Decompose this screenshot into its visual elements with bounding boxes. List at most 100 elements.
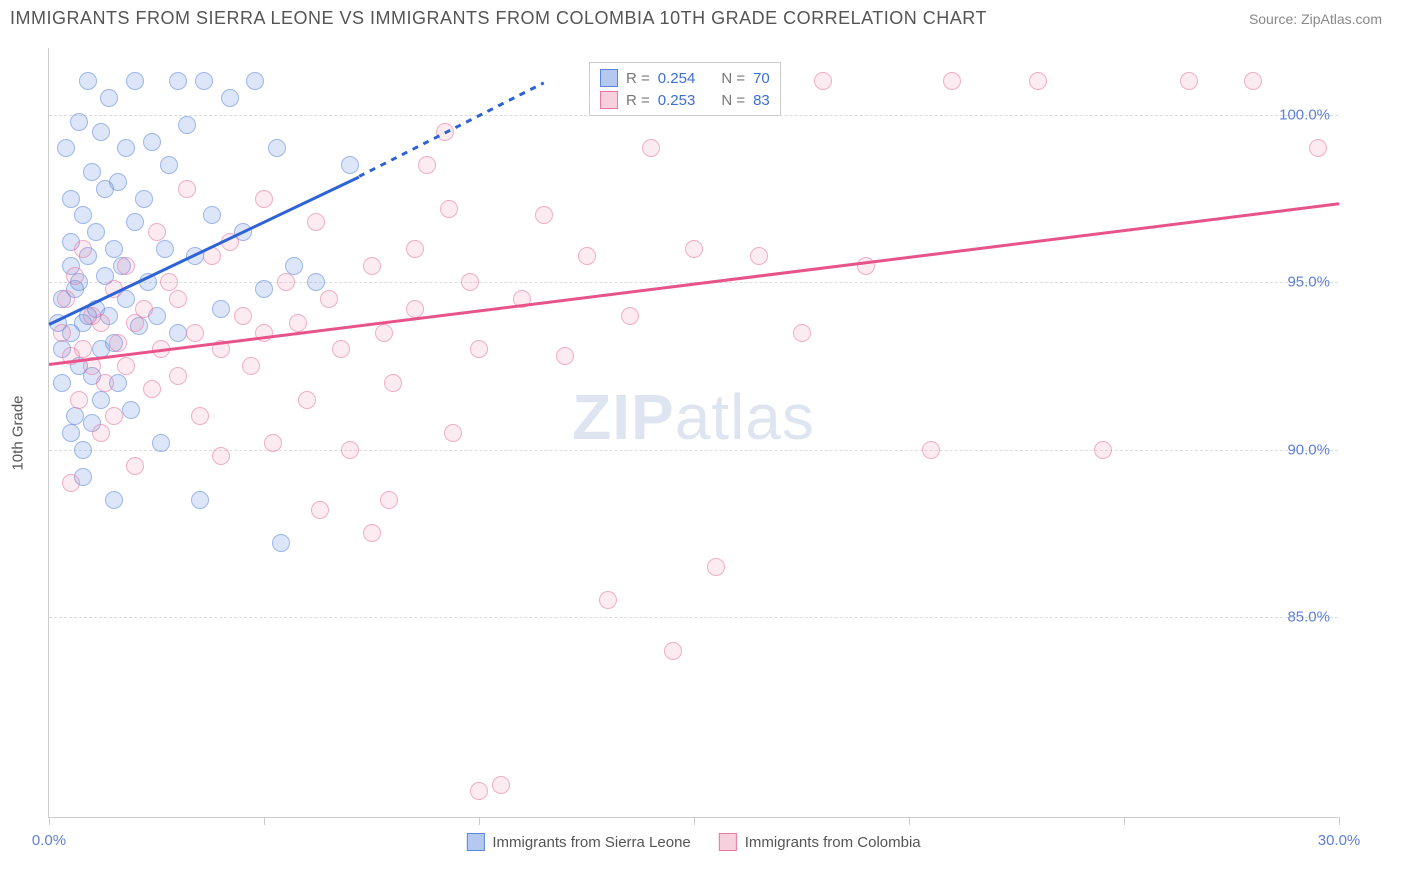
watermark: ZIPatlas bbox=[572, 380, 815, 454]
data-point bbox=[599, 591, 617, 609]
data-point bbox=[135, 300, 153, 318]
data-point bbox=[126, 72, 144, 90]
source-label: Source: ZipAtlas.com bbox=[1249, 11, 1382, 27]
data-point bbox=[135, 190, 153, 208]
data-point bbox=[535, 206, 553, 224]
data-point bbox=[1244, 72, 1262, 90]
data-point bbox=[556, 347, 574, 365]
data-point bbox=[87, 223, 105, 241]
data-point bbox=[92, 314, 110, 332]
legend-series-item: Immigrants from Sierra Leone bbox=[466, 833, 690, 851]
data-point bbox=[62, 424, 80, 442]
data-point bbox=[212, 300, 230, 318]
data-point bbox=[100, 89, 118, 107]
data-point bbox=[117, 357, 135, 375]
data-point bbox=[143, 380, 161, 398]
data-point bbox=[341, 441, 359, 459]
data-point bbox=[74, 441, 92, 459]
data-point bbox=[1094, 441, 1112, 459]
data-point bbox=[311, 501, 329, 519]
watermark-bold: ZIP bbox=[572, 381, 675, 453]
data-point bbox=[750, 247, 768, 265]
data-point bbox=[289, 314, 307, 332]
data-point bbox=[62, 190, 80, 208]
xtick bbox=[1124, 817, 1125, 825]
ytick-label: 100.0% bbox=[1279, 106, 1330, 123]
data-point bbox=[444, 424, 462, 442]
data-point bbox=[117, 257, 135, 275]
data-point bbox=[178, 180, 196, 198]
data-point bbox=[380, 491, 398, 509]
legend-n-value: 70 bbox=[753, 70, 770, 87]
data-point bbox=[169, 324, 187, 342]
legend-r-value: 0.253 bbox=[658, 92, 696, 109]
data-point bbox=[221, 89, 239, 107]
legend-stats-row: R =0.254N =70 bbox=[600, 67, 770, 89]
data-point bbox=[384, 374, 402, 392]
data-point bbox=[109, 334, 127, 352]
data-point bbox=[57, 290, 75, 308]
data-point bbox=[440, 200, 458, 218]
data-point bbox=[461, 273, 479, 291]
data-point bbox=[320, 290, 338, 308]
scatter-chart: 10th Grade ZIPatlas 85.0%90.0%95.0%100.0… bbox=[48, 48, 1386, 818]
xtick-label: 30.0% bbox=[1318, 832, 1361, 849]
data-point bbox=[66, 407, 84, 425]
data-point bbox=[53, 374, 71, 392]
legend-stats-row: R = 0.253 N = 83 bbox=[600, 89, 770, 111]
legend-series-label: Immigrants from Colombia bbox=[745, 834, 921, 851]
data-point bbox=[1309, 139, 1327, 157]
data-point bbox=[169, 72, 187, 90]
legend-n-value: 83 bbox=[753, 92, 770, 109]
legend-stats: R =0.254N =70R =0.253N =83 bbox=[589, 62, 781, 116]
legend-series-label: Immigrants from Sierra Leone bbox=[492, 834, 690, 851]
legend-swatch bbox=[600, 69, 618, 87]
data-point bbox=[53, 324, 71, 342]
data-point bbox=[126, 457, 144, 475]
data-point bbox=[707, 558, 725, 576]
data-point bbox=[195, 72, 213, 90]
data-point bbox=[375, 324, 393, 342]
data-point bbox=[406, 300, 424, 318]
legend-n-label: N = bbox=[721, 70, 745, 87]
data-point bbox=[406, 240, 424, 258]
data-point bbox=[105, 491, 123, 509]
data-point bbox=[156, 240, 174, 258]
data-point bbox=[57, 139, 75, 157]
data-point bbox=[62, 474, 80, 492]
data-point bbox=[152, 434, 170, 452]
data-point bbox=[212, 447, 230, 465]
data-point bbox=[242, 357, 260, 375]
data-point bbox=[285, 257, 303, 275]
legend-series-item: Immigrants from Colombia bbox=[719, 833, 921, 851]
ytick-label: 90.0% bbox=[1287, 441, 1330, 458]
data-point bbox=[203, 206, 221, 224]
data-point bbox=[92, 424, 110, 442]
data-point bbox=[169, 367, 187, 385]
gridline-h bbox=[49, 617, 1338, 618]
data-point bbox=[492, 776, 510, 794]
data-point bbox=[96, 374, 114, 392]
data-point bbox=[685, 240, 703, 258]
data-point bbox=[307, 213, 325, 231]
data-point bbox=[169, 290, 187, 308]
ytick-label: 95.0% bbox=[1287, 274, 1330, 291]
xtick bbox=[694, 817, 695, 825]
data-point bbox=[70, 113, 88, 131]
data-point bbox=[126, 213, 144, 231]
legend-n-label: N = bbox=[721, 92, 745, 109]
data-point bbox=[1029, 72, 1047, 90]
legend-swatch bbox=[719, 833, 737, 851]
legend-swatch bbox=[466, 833, 484, 851]
data-point bbox=[122, 401, 140, 419]
data-point bbox=[621, 307, 639, 325]
xtick bbox=[1339, 817, 1340, 825]
data-point bbox=[793, 324, 811, 342]
data-point bbox=[148, 223, 166, 241]
legend-series: Immigrants from Sierra Leone Immigrants f… bbox=[466, 833, 920, 851]
data-point bbox=[143, 133, 161, 151]
data-point bbox=[922, 441, 940, 459]
data-point bbox=[105, 407, 123, 425]
data-point bbox=[857, 257, 875, 275]
legend-r-label: R = bbox=[626, 92, 650, 109]
